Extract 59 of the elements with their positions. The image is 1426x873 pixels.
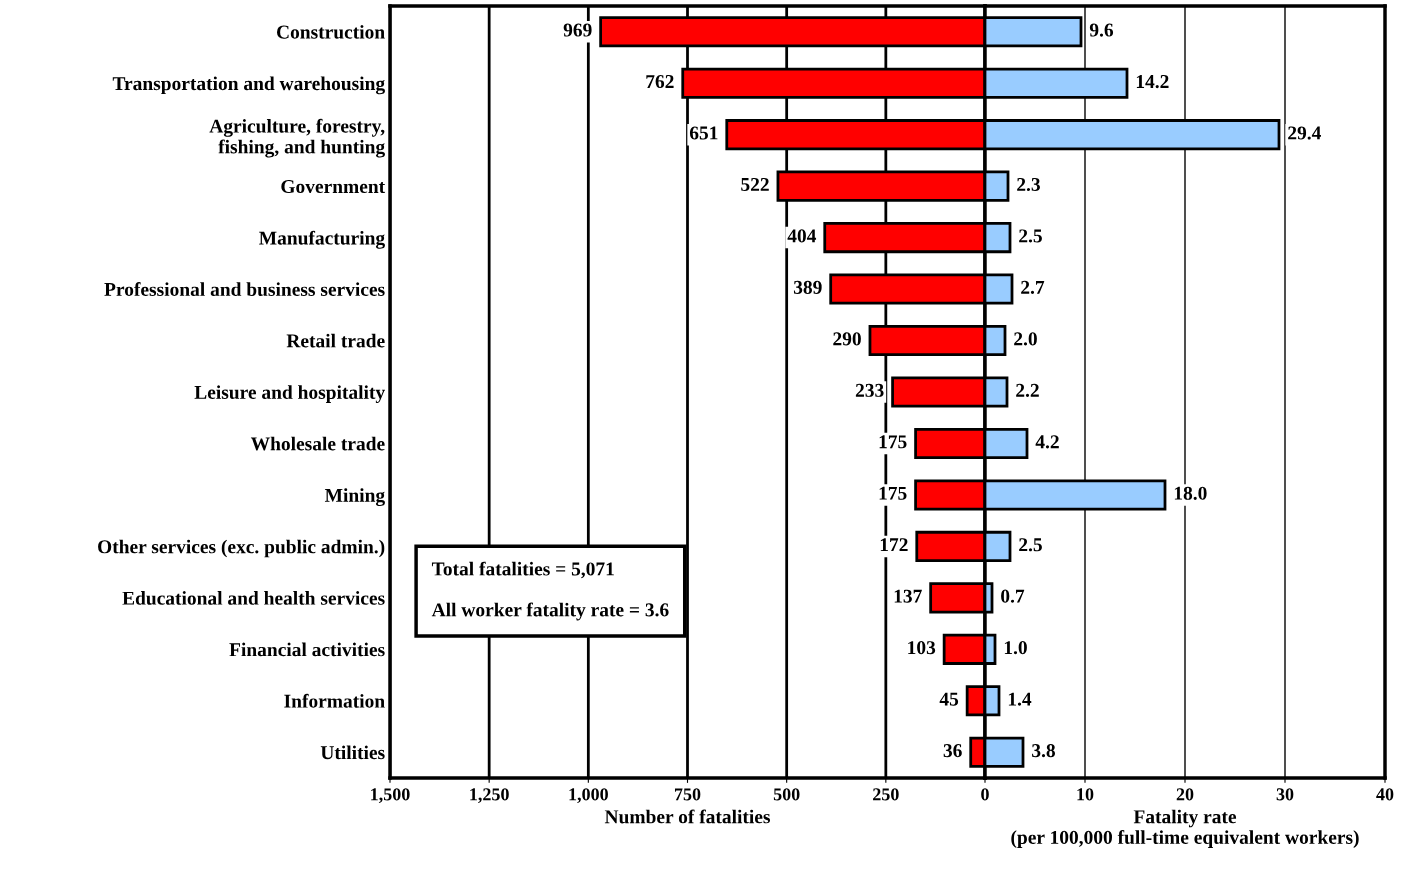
y-tick-label: Retail trade: [286, 333, 385, 348]
x-tick-label: 750: [674, 788, 701, 801]
data-label: 2.5: [1019, 538, 1042, 552]
data-label: 4.2: [1035, 435, 1059, 449]
data-label: 175: [879, 435, 907, 449]
y-tick-label: Transportation and warehousing: [112, 76, 385, 95]
y-tick-label: Information: [284, 693, 385, 708]
y-tick-label: Construction: [276, 24, 385, 39]
y-tick-label: Mining: [324, 488, 385, 506]
data-label: 1.0: [1004, 641, 1027, 655]
x-tick-label: 0: [981, 788, 989, 801]
data-label: 969: [563, 23, 592, 37]
y-tick-label: Government: [281, 180, 386, 194]
data-label: 9.6: [1089, 23, 1114, 37]
data-label: 404: [787, 229, 817, 243]
x-tick-label: 10: [1077, 788, 1094, 801]
data-label: 290: [833, 332, 861, 346]
x-tick-label: 1,250: [470, 788, 509, 804]
data-label: 175: [879, 486, 907, 500]
y-tick-label: Agriculture, forestry, fishing, and hunting: [209, 118, 385, 158]
data-label: 29.4: [1288, 126, 1321, 140]
x-tick-label: 1,500: [371, 788, 410, 804]
x-tick-label: 250: [873, 788, 899, 801]
data-label: 172: [880, 538, 908, 552]
y-tick-label: Financial activities: [229, 642, 385, 657]
y-tick-label: Leisure and hospitality: [194, 385, 385, 403]
data-label: 45: [939, 692, 959, 706]
data-label: 2.2: [1016, 383, 1039, 397]
data-label: 103: [908, 641, 936, 655]
x-tick-label: 1,000: [569, 788, 608, 804]
data-label: 762: [646, 75, 674, 89]
data-label: 522: [741, 177, 769, 191]
x-tick-label: 30: [1276, 788, 1294, 801]
data-label: 2.5: [1019, 229, 1042, 243]
y-tick-label: Other services (exc. public admin.): [98, 539, 385, 558]
data-label: 0.7: [1001, 589, 1025, 603]
data-label: 1.4: [1008, 692, 1032, 706]
text: Total fatalities = 5,071 All worker fatality rate = 3.6: [431, 561, 669, 621]
x-tick-label: 40: [1376, 788, 1394, 801]
x-tick-label: 500: [773, 788, 800, 801]
data-label: 2.7: [1021, 280, 1045, 295]
data-label: 36: [943, 744, 962, 758]
x-tick-label: 20: [1176, 788, 1194, 801]
y-tick-label: Utilities: [320, 745, 385, 760]
y-tick-label: Manufacturing: [259, 230, 385, 249]
data-label: 2.3: [1017, 177, 1040, 192]
data-label: 18.0: [1174, 486, 1207, 500]
data-label: 14.2: [1136, 75, 1169, 89]
y-tick-label: Professional and business services: [104, 282, 385, 297]
data-label: 233: [855, 383, 884, 397]
data-label: 3.8: [1032, 744, 1055, 758]
y-tick-label: Wholesale trade: [250, 436, 385, 451]
x-axis-title: Number of fatalities: [604, 809, 771, 824]
y-tick-label: Educational and health services: [122, 591, 385, 605]
x-axis-title: Fatality rate (per 100,000 full-time equivalent workers): [1011, 809, 1359, 848]
data-label: 651: [689, 126, 718, 140]
data-label: 137: [894, 589, 922, 603]
data-label: 2.0: [1014, 332, 1037, 346]
data-label: 389: [793, 280, 822, 294]
